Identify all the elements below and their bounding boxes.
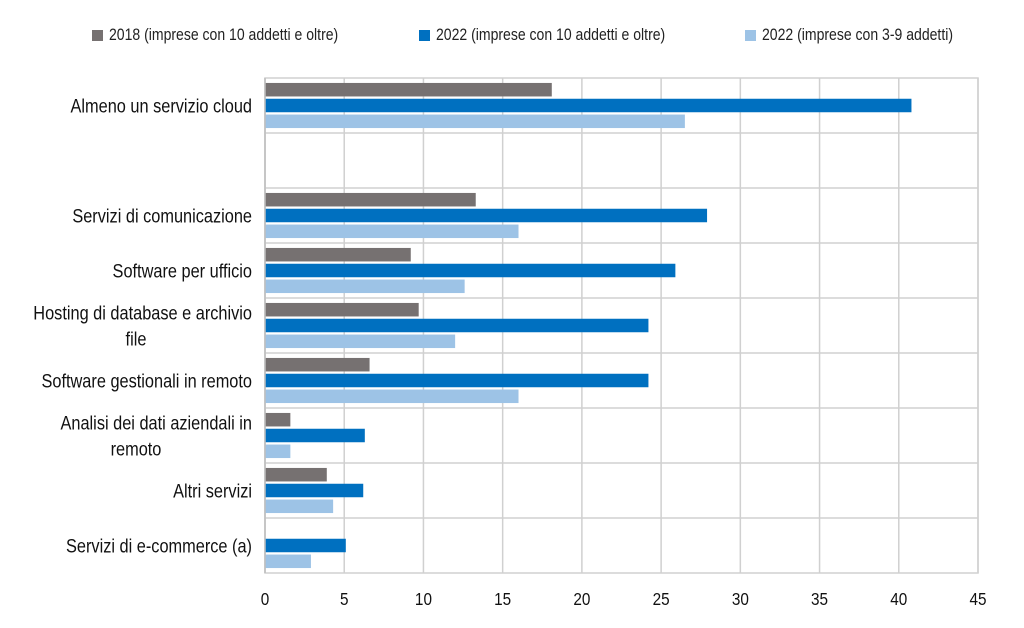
bar-s1-c8	[265, 538, 346, 553]
x-tick-label-5: 25	[653, 589, 670, 609]
legend-item-2018-large: 2018 (imprese con 10 addetti e oltre)	[92, 26, 379, 45]
category-label-2-line-0: Servizi di comunicazione	[72, 205, 252, 226]
bar-s1-c0	[265, 98, 912, 113]
x-tick-label-2: 10	[415, 589, 432, 609]
category-label-0-line-0: Almeno un servizio cloud	[71, 95, 252, 116]
bar-s2-c0	[265, 114, 685, 129]
x-tick-label-6: 30	[732, 589, 749, 609]
category-label-5-line-0: Software gestionali in remoto	[41, 370, 252, 391]
legend-label-2022-small: 2022 (imprese con 3-9 addetti)	[762, 25, 954, 44]
category-label-3-line-0: Software per ufficio	[113, 260, 253, 281]
bar-s0-c0	[265, 82, 552, 97]
legend-item-2022-large: 2022 (imprese con 10 addetti e oltre)	[418, 25, 706, 45]
bar-s0-c3	[265, 247, 411, 262]
legend-swatch-2022-small	[745, 29, 757, 41]
bar-s2-c3	[265, 279, 465, 294]
category-label-7-line-0: Altri servizi	[173, 480, 252, 501]
bar-s2-c4	[265, 334, 456, 349]
bar-s1-c6	[265, 428, 365, 443]
x-tick-label-1: 5	[340, 589, 349, 609]
x-tick-label-0: 0	[261, 589, 270, 609]
bar-s2-c8	[265, 554, 311, 569]
bar-s0-c7	[265, 467, 327, 482]
bar-s0-c2	[265, 192, 476, 207]
category-label-6-line-1: remoto	[111, 438, 162, 459]
x-tick-label-7: 35	[811, 589, 828, 609]
bar-s1-c5	[265, 373, 649, 388]
bar-s1-c7	[265, 483, 364, 498]
category-label-8-line-0: Servizi di e-commerce (a)	[66, 535, 252, 556]
category-label-4-line-0: Hosting di database e archivio	[33, 302, 252, 323]
bar-s0-c4	[265, 302, 419, 317]
chart-legend: 2018 (imprese con 10 addetti e oltre) 20…	[92, 22, 992, 48]
bar-s0-c6	[265, 412, 291, 427]
legend-item-2022-small: 2022 (imprese con 3-9 addetti)	[745, 26, 987, 45]
bar-s2-c5	[265, 389, 519, 404]
legend-label-2018-large: 2018 (imprese con 10 addetti e oltre)	[109, 25, 339, 44]
category-label-4-line-1: file	[126, 328, 147, 349]
legend-swatch-2022-large	[418, 29, 430, 41]
x-tick-label-3: 15	[494, 589, 511, 609]
legend-swatch-2018-large	[92, 29, 103, 41]
x-tick-label-8: 40	[890, 589, 907, 609]
legend-label-2022-large: 2022 (imprese con 10 addetti e oltre)	[435, 25, 665, 44]
bar-s2-c2	[265, 224, 519, 239]
bar-s2-c7	[265, 499, 334, 514]
x-tick-label-9: 45	[969, 589, 986, 609]
bar-s1-c4	[265, 318, 649, 333]
bar-s1-c2	[265, 208, 708, 223]
bar-s1-c3	[265, 263, 676, 278]
bar-s2-c6	[265, 444, 291, 459]
x-tick-label-4: 20	[573, 589, 590, 609]
bar-s0-c5	[265, 357, 370, 372]
category-label-6-line-0: Analisi dei dati aziendali in	[61, 412, 252, 433]
